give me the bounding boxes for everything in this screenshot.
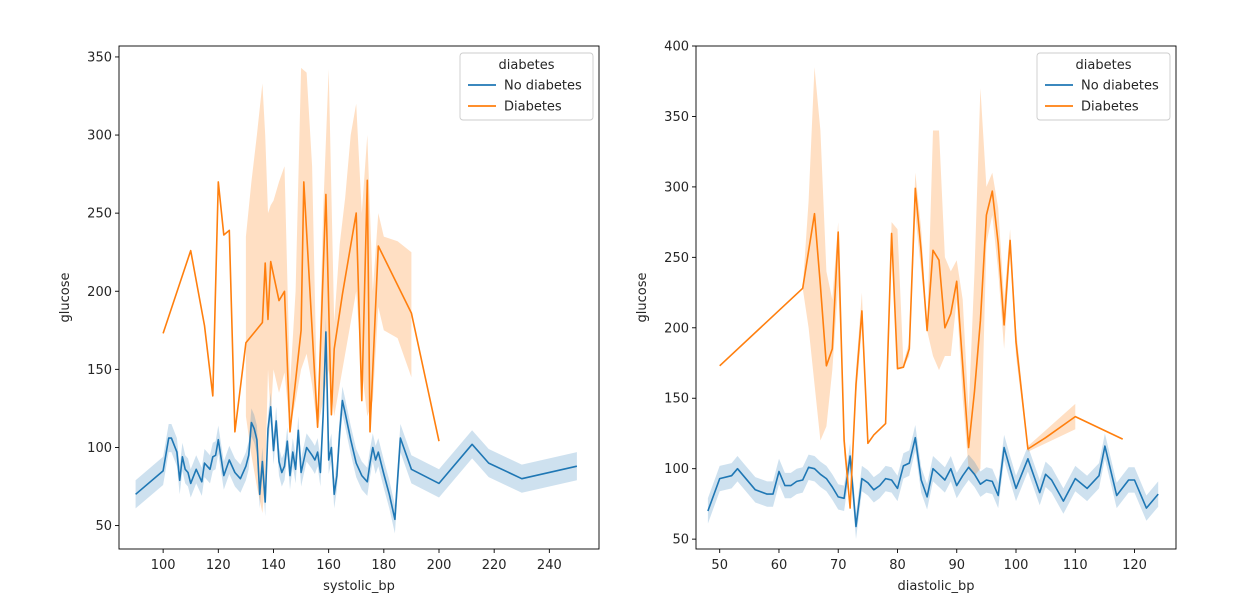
chart-diastolic: 50 60 70 80 90 100 110 120 50 100 150 200 250 300 350 4… bbox=[635, 40, 1177, 594]
y-tick-label: 200 bbox=[664, 321, 689, 336]
x-tick-label: 100 bbox=[151, 558, 176, 573]
x-tick-label: 70 bbox=[830, 558, 847, 573]
ci-band-no-diabetes bbox=[707, 425, 1159, 540]
chart-systolic: 100 120 140 160 180 200 220 240 50 100 150 200 250 30… bbox=[58, 45, 600, 594]
x-tick-label: 180 bbox=[371, 558, 396, 573]
x-tick-label: 60 bbox=[771, 558, 788, 573]
legend-entry: No diabetes bbox=[504, 79, 582, 94]
y-tick-label: 300 bbox=[87, 129, 112, 144]
x-tick-label: 220 bbox=[482, 558, 507, 573]
axes-frame bbox=[118, 45, 600, 550]
legend-title: diabetes bbox=[1076, 58, 1132, 73]
x-tick-label: 240 bbox=[537, 558, 562, 573]
legend: diabetes No diabetes Diabetes bbox=[1036, 52, 1171, 121]
legend-box bbox=[1036, 52, 1171, 121]
x-tick-label: 100 bbox=[1004, 558, 1029, 573]
y-tick-label: 50 bbox=[95, 519, 112, 534]
x-tick-label: 140 bbox=[261, 558, 286, 573]
ci-band-no-diabetes bbox=[135, 317, 577, 534]
y-tick-label: 50 bbox=[672, 533, 689, 548]
legend-title: diabetes bbox=[499, 58, 555, 73]
x-tick-label: 90 bbox=[948, 558, 965, 573]
plot-area bbox=[707, 67, 1159, 540]
x-tick-label: 80 bbox=[889, 558, 906, 573]
ci-band-diabetes bbox=[802, 67, 1076, 509]
legend-entry: Diabetes bbox=[1081, 100, 1139, 115]
y-axis-label: glucose bbox=[58, 273, 73, 323]
series-line-no-diabetes bbox=[707, 436, 1159, 528]
legend-entry: No diabetes bbox=[1081, 79, 1159, 94]
x-tick-label: 120 bbox=[1122, 558, 1147, 573]
y-tick-label: 150 bbox=[87, 363, 112, 378]
y-tick-label: 100 bbox=[664, 462, 689, 477]
x-tick-label: 160 bbox=[316, 558, 341, 573]
legend: diabetes No diabetes Diabetes bbox=[459, 52, 594, 121]
y-tick-label: 350 bbox=[87, 50, 112, 65]
y-axis-label: glucose bbox=[635, 273, 650, 323]
x-tick-label: 200 bbox=[427, 558, 452, 573]
y-tick-label: 300 bbox=[664, 180, 689, 195]
y-tick-label: 400 bbox=[664, 40, 689, 55]
x-tick-label: 110 bbox=[1063, 558, 1088, 573]
y-tick-label: 250 bbox=[664, 251, 689, 266]
x-axis-label: diastolic_bp bbox=[897, 579, 974, 594]
legend-entry: Diabetes bbox=[504, 100, 562, 115]
series-line-no-diabetes bbox=[135, 331, 578, 521]
plot-area bbox=[135, 67, 578, 534]
y-tick-label: 250 bbox=[87, 207, 112, 222]
y-tick-label: 100 bbox=[87, 441, 112, 456]
series-line-diabetes bbox=[162, 179, 440, 442]
x-tick-label: 120 bbox=[206, 558, 231, 573]
series-line-diabetes bbox=[719, 187, 1124, 509]
y-tick-label: 350 bbox=[664, 110, 689, 125]
x-axis-label: systolic_bp bbox=[323, 579, 395, 594]
y-tick-label: 150 bbox=[664, 392, 689, 407]
x-tick-label: 50 bbox=[711, 558, 728, 573]
legend-box bbox=[459, 52, 594, 121]
y-tick-label: 200 bbox=[87, 285, 112, 300]
axes-frame bbox=[695, 45, 1177, 550]
